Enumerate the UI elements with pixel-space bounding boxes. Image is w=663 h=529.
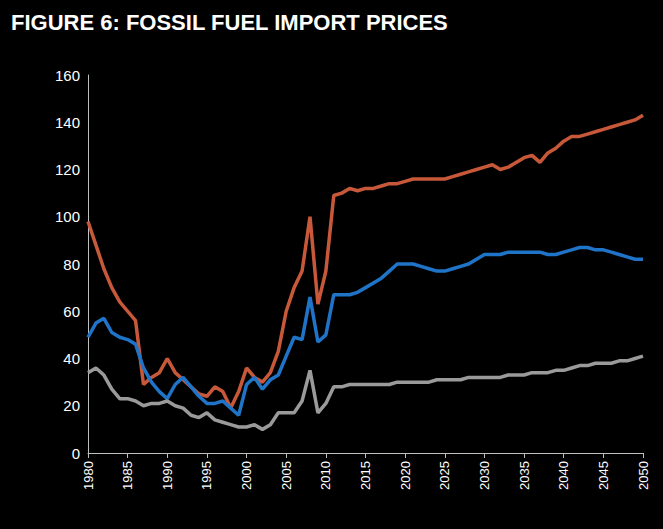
svg-text:160: 160	[55, 67, 80, 84]
svg-text:2050: 2050	[636, 461, 651, 490]
svg-text:2015: 2015	[358, 461, 373, 490]
svg-text:60: 60	[63, 303, 80, 320]
svg-text:2010: 2010	[318, 461, 333, 490]
svg-text:1995: 1995	[199, 461, 214, 490]
svg-text:1980: 1980	[81, 461, 96, 490]
svg-text:2045: 2045	[596, 461, 611, 490]
svg-text:2030: 2030	[477, 461, 492, 490]
svg-text:80: 80	[63, 256, 80, 273]
svg-text:120: 120	[55, 161, 80, 178]
svg-text:100: 100	[55, 208, 80, 225]
svg-text:1990: 1990	[160, 461, 175, 490]
svg-text:40: 40	[63, 350, 80, 367]
svg-text:2040: 2040	[556, 461, 571, 490]
svg-text:2025: 2025	[437, 461, 452, 490]
svg-text:140: 140	[55, 114, 80, 131]
svg-text:2020: 2020	[398, 461, 413, 490]
svg-text:FIGURE 6: FOSSIL FUEL IMPORT P: FIGURE 6: FOSSIL FUEL IMPORT PRICES	[11, 10, 448, 35]
svg-text:1985: 1985	[120, 461, 135, 490]
svg-text:2005: 2005	[279, 461, 294, 490]
svg-text:20: 20	[63, 397, 80, 414]
svg-text:2035: 2035	[517, 461, 532, 490]
svg-text:2000: 2000	[239, 461, 254, 490]
svg-text:0: 0	[72, 445, 80, 462]
